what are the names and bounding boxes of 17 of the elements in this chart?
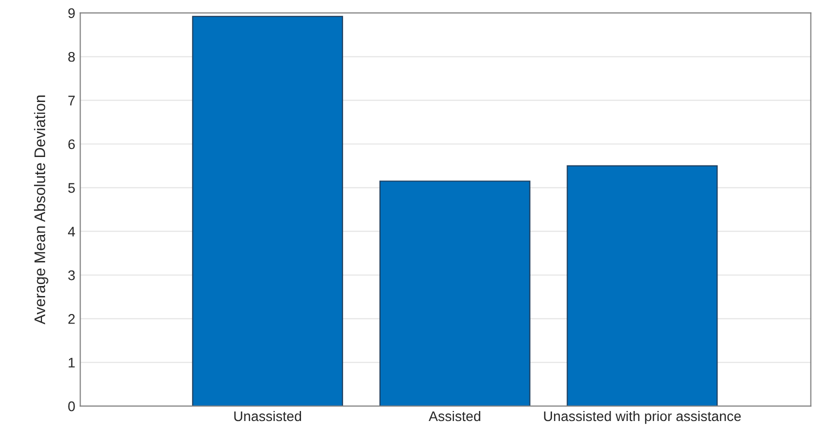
y-tick-label: 9: [68, 8, 75, 18]
x-tick-label: Assisted: [428, 410, 480, 422]
x-tick-label: Unassisted: [234, 410, 302, 422]
x-tick-label: Unassisted with prior assistance: [544, 410, 741, 424]
y-tick-label: 2: [68, 314, 75, 324]
y-tick-label: 7: [68, 96, 75, 106]
y-axis-title: Average Mean Absolute Deviation: [34, 96, 48, 324]
y-tick-label: 3: [68, 270, 75, 280]
bar: [379, 180, 530, 406]
y-tick-label: 8: [68, 52, 75, 62]
bar: [566, 165, 718, 406]
bar: [192, 16, 344, 406]
y-tick-label: 6: [68, 139, 75, 150]
y-tick-label: 4: [68, 226, 75, 236]
y-tick-label: 1: [68, 358, 75, 368]
y-tick-label: 0: [68, 401, 75, 412]
y-tick-label: 5: [68, 183, 75, 193]
